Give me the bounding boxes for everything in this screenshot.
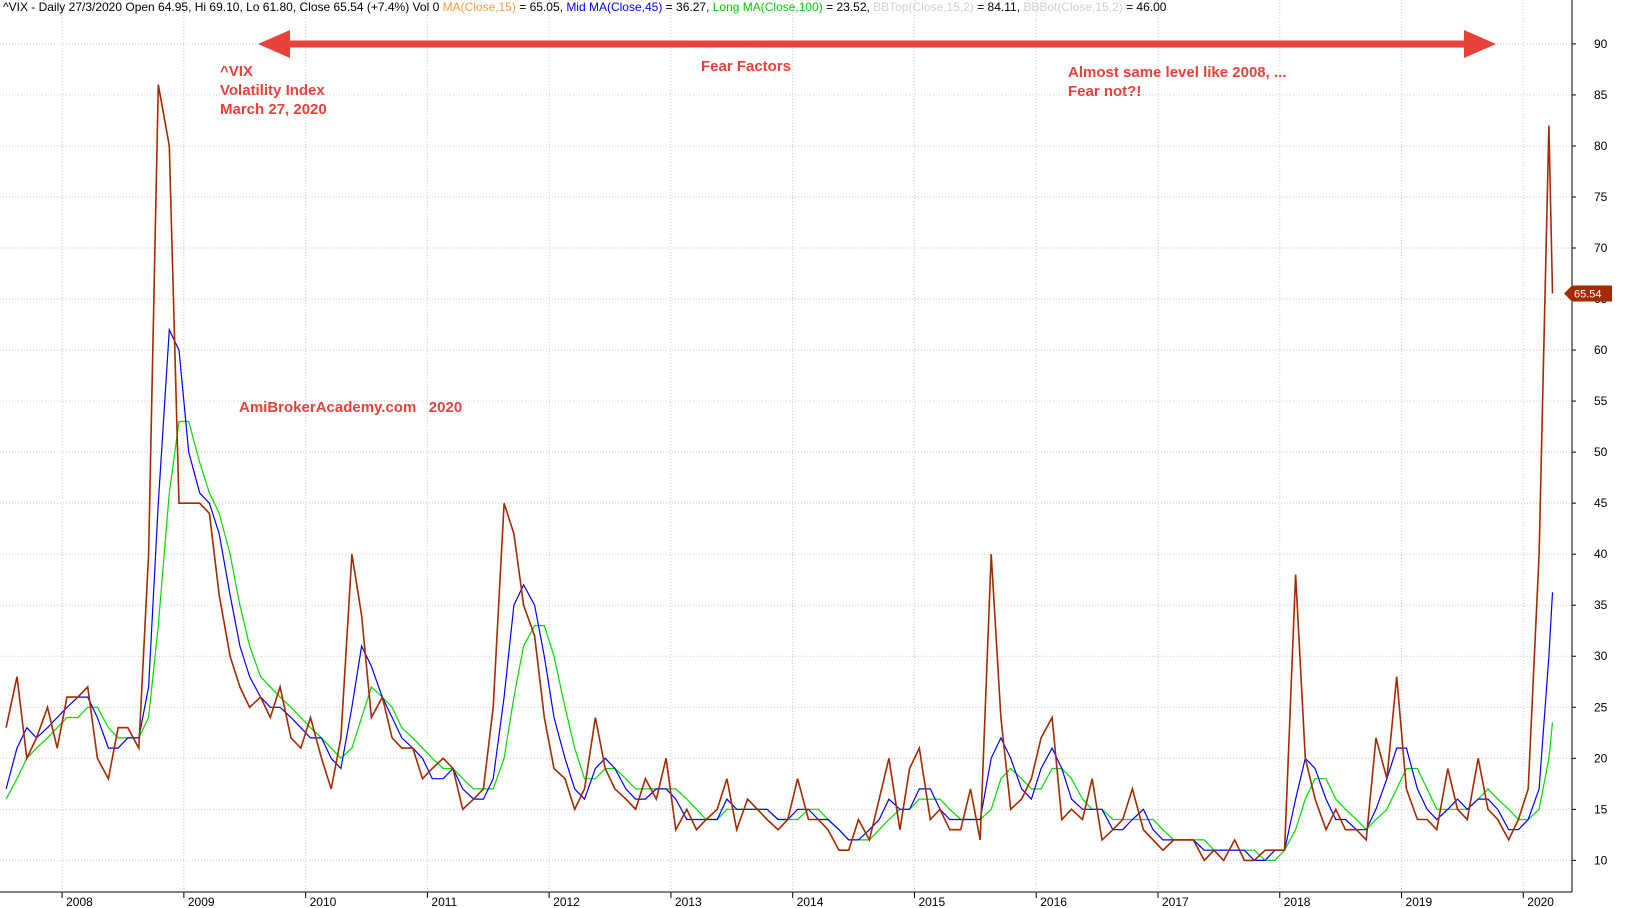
annotation: Volatility Index xyxy=(220,82,325,99)
arrow-head-right xyxy=(1464,30,1496,58)
series-lines xyxy=(5,84,1554,862)
x-tick-label: 2011 xyxy=(431,895,457,908)
annotation: March 27, 2020 xyxy=(220,101,327,118)
y-tick-label: 10 xyxy=(1594,853,1608,867)
y-tick-label: 30 xyxy=(1594,649,1608,663)
x-tick-label: 2010 xyxy=(310,895,337,908)
x-tick-label: 2008 xyxy=(66,895,93,908)
annotation: Fear not?! xyxy=(1068,83,1141,100)
y-tick-label: 35 xyxy=(1594,598,1608,612)
header-part: = 46.00 xyxy=(1123,0,1167,14)
x-tick-label: 2019 xyxy=(1406,895,1433,908)
annotation: Fear Factors xyxy=(701,58,791,75)
annotation: ^VIX xyxy=(220,63,253,80)
header-part: = 23.52, xyxy=(823,0,873,14)
header-part: = 36.27, xyxy=(662,0,712,14)
header-part: ^VIX - Daily 27/3/2020 Open 64.95, Hi 69… xyxy=(3,0,443,14)
x-tick-label: 2017 xyxy=(1162,895,1189,908)
y-tick-label: 60 xyxy=(1594,343,1608,357)
arrow xyxy=(258,30,1496,58)
header-part: MA(Close,15) xyxy=(443,0,516,14)
y-tick-label: 50 xyxy=(1594,445,1608,459)
series-line xyxy=(5,327,1554,861)
x-tick-label: 2012 xyxy=(553,895,580,908)
arrow-head-left xyxy=(258,30,290,58)
y-tick-label: 25 xyxy=(1594,700,1608,714)
x-tick-label: 2020 xyxy=(1527,895,1554,908)
annotation: Almost same level like 2008, ... xyxy=(1068,64,1286,81)
x-tick-label: 2015 xyxy=(918,895,945,908)
y-tick-label: 90 xyxy=(1594,37,1608,51)
y-tick-label: 40 xyxy=(1594,547,1608,561)
price-tag-label: 65.54 xyxy=(1574,289,1602,301)
x-tick-label: 2016 xyxy=(1040,895,1067,908)
series-line xyxy=(5,84,1554,862)
header-part: Mid MA(Close,45) xyxy=(566,0,662,14)
header-part: Long MA(Close,100) xyxy=(713,0,823,14)
y-tick-label: 75 xyxy=(1594,190,1608,204)
y-tick-label: 55 xyxy=(1594,394,1608,408)
x-tick-label: 2013 xyxy=(675,895,702,908)
header-part: = 65.05, xyxy=(516,0,566,14)
header-part: = 84.11, xyxy=(974,0,1023,14)
x-tick-label: 2018 xyxy=(1284,895,1311,908)
price-tag xyxy=(1564,285,1612,302)
y-tick-label: 85 xyxy=(1594,88,1608,102)
y-tick-label: 70 xyxy=(1594,241,1608,255)
x-tick-label: 2009 xyxy=(188,895,215,908)
y-tick-label: 80 xyxy=(1594,139,1608,153)
header-part: BBTop(Close,15,2) xyxy=(873,0,974,14)
y-tick-label: 45 xyxy=(1594,496,1608,510)
x-tick-label: 2014 xyxy=(797,895,824,908)
y-tick-label: 15 xyxy=(1594,802,1608,816)
header: ^VIX - Daily 27/3/2020 Open 64.95, Hi 69… xyxy=(3,0,1167,14)
header-part: BBBot(Close,15,2) xyxy=(1023,0,1122,14)
y-tick-label: 20 xyxy=(1594,751,1608,765)
annotation: AmiBrokerAcademy.com 2020 xyxy=(239,399,462,416)
